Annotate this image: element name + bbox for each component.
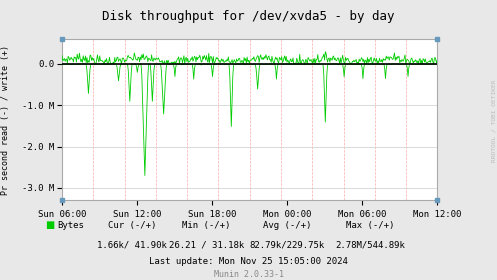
- Text: 2.78M/544.89k: 2.78M/544.89k: [335, 241, 405, 249]
- Text: Max (-/+): Max (-/+): [346, 221, 395, 230]
- Text: Pr second read (-) / write (+): Pr second read (-) / write (+): [1, 45, 10, 195]
- Text: Avg (-/+): Avg (-/+): [263, 221, 312, 230]
- Text: Min (-/+): Min (-/+): [182, 221, 231, 230]
- Text: Last update: Mon Nov 25 15:05:00 2024: Last update: Mon Nov 25 15:05:00 2024: [149, 257, 348, 266]
- Text: ■: ■: [45, 220, 54, 230]
- Text: Munin 2.0.33-1: Munin 2.0.33-1: [214, 270, 283, 279]
- Text: 1.66k/ 41.90k: 1.66k/ 41.90k: [97, 241, 166, 249]
- Text: Cur (-/+): Cur (-/+): [107, 221, 156, 230]
- Text: 82.79k/229.75k: 82.79k/229.75k: [249, 241, 325, 249]
- Text: Disk throughput for /dev/xvda5 - by day: Disk throughput for /dev/xvda5 - by day: [102, 10, 395, 23]
- Text: Bytes: Bytes: [57, 221, 84, 230]
- Text: 26.21 / 31.18k: 26.21 / 31.18k: [168, 241, 244, 249]
- Text: RRDTOOL / TOBI OETIKER: RRDTOOL / TOBI OETIKER: [491, 79, 496, 162]
